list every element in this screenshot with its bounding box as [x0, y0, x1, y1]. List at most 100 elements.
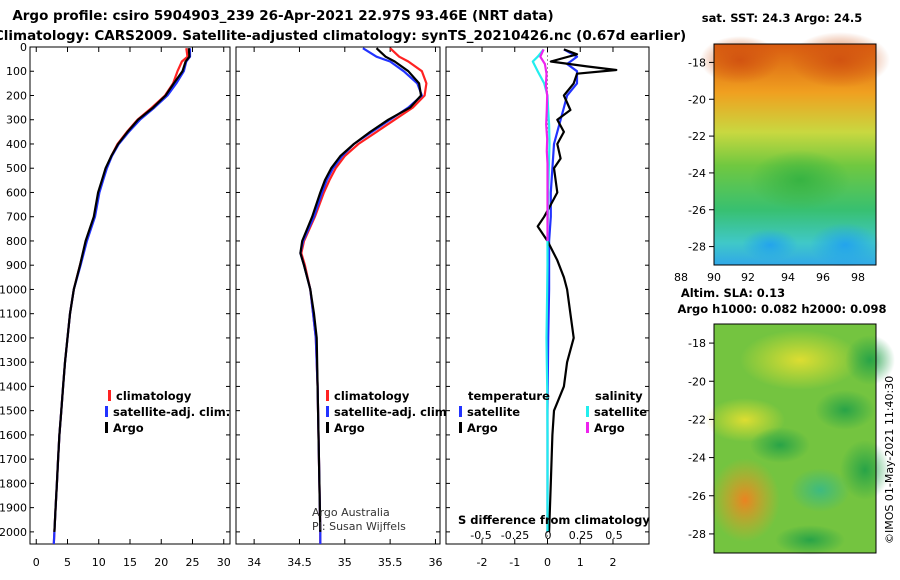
temperature-frame	[29, 46, 231, 545]
series-line-temperature-satellite	[546, 48, 579, 532]
series-line-temperature-argo	[536, 48, 618, 532]
depth-tick-label: 1100	[0, 308, 27, 321]
x-tick-label: 5	[64, 556, 71, 569]
x-tick-label: 2	[609, 556, 616, 569]
legend-swatch-argo	[105, 422, 108, 433]
x-tick-label: 15	[123, 556, 137, 569]
sst-cool-patch	[742, 229, 798, 261]
legend-swatch-sal-argo	[586, 422, 589, 433]
depth-tick-label: 2000	[0, 526, 27, 539]
depth-tick-label: 1800	[0, 477, 27, 490]
legend-swatch-argo	[326, 422, 329, 433]
sla-green-patch	[840, 440, 890, 500]
lon-tick-label: 98	[851, 271, 865, 284]
lon-tick-label: 92	[741, 271, 755, 284]
temperature-axis: 0 5 10 15 20 25 30	[30, 46, 231, 569]
lat-tick-label: -20	[688, 375, 706, 388]
figure-title-line2: Climatology: CARS2009. Satellite-adjuste…	[0, 28, 686, 44]
sst-lon-axis: 88 90 92 94 96 98	[674, 271, 865, 284]
series-line-argo	[53, 48, 191, 532]
legend-swatch-satellite-adj	[105, 406, 108, 417]
s-difference-label: S difference from climatology	[458, 513, 650, 527]
salinity-lines	[299, 47, 428, 544]
salinity-panel: 34 34.5 35 35.5 36 climatology satellite-adj…	[235, 46, 451, 569]
x-tick-label: -1	[509, 556, 520, 569]
x-tick-label: 25	[186, 556, 200, 569]
sst-map-panel: sat. SST: 24.3 Argo: 24.5 -18 -20 -22 -24 -2…	[674, 11, 890, 284]
x-tick-label: 34	[247, 556, 261, 569]
sla-cyan-patch	[790, 468, 850, 512]
depth-tick-label: 1900	[0, 502, 27, 515]
credit-line-1: Argo Australia	[312, 506, 390, 519]
figure-title-line1: Argo profile: csiro 5904903_239 26-Apr-2…	[12, 8, 553, 24]
legend-swatch-satellite-adj	[326, 406, 329, 417]
legend-label-satellite-adj: satellite-adj. clim.	[113, 405, 230, 419]
legend-label-temp-satellite: satellite	[467, 405, 520, 419]
x-tick-label: 34.5	[287, 556, 312, 569]
legend-swatch-climatology	[108, 390, 111, 401]
legend-title-temperature: temperature	[468, 389, 550, 403]
lat-tick-label: -18	[688, 337, 706, 350]
legend-title-salinity: salinity	[595, 389, 643, 403]
s-tick-label: -0.5	[470, 529, 491, 542]
x-tick-label: 36	[428, 556, 442, 569]
legend-label-sal-argo: Argo	[594, 421, 625, 435]
difference-axis: -2 -1 0 1 2	[446, 46, 649, 569]
sla-yellow-patch	[740, 330, 860, 390]
depth-tick-label: 900	[6, 259, 27, 272]
lon-tick-label: 90	[707, 271, 721, 284]
sla-map-title: Altim. SLA: 0.13	[681, 286, 785, 300]
lon-tick-label: 88	[674, 271, 688, 284]
depth-tick-label: 400	[6, 138, 27, 151]
x-tick-label: 35	[338, 556, 352, 569]
lon-tick-label: 96	[816, 271, 830, 284]
lat-tick-label: -26	[688, 204, 706, 217]
lat-tick-label: -22	[688, 413, 706, 426]
salinity-legend: climatology satellite-adj. clim. Argo	[326, 389, 451, 435]
series-line-argo	[299, 47, 423, 532]
legend-swatch-climatology	[326, 390, 329, 401]
sst-warm-patch	[790, 32, 890, 88]
sst-lat-axis: -18 -20 -22 -24 -26 -28	[688, 56, 714, 254]
credit-line-2: PI: Susan Wijffels	[312, 520, 406, 533]
sla-green-patch	[845, 335, 895, 385]
s-difference-ticks: -0.5 -0.25 0 0.25 0.5	[470, 529, 622, 542]
depth-tick-label: 1600	[0, 429, 27, 442]
s-tick-label: 0	[545, 529, 552, 542]
salinity-frame	[235, 46, 441, 545]
depth-tick-label: 300	[6, 114, 27, 127]
salinity-axis: 34 34.5 35 35.5 36	[236, 46, 442, 569]
depth-tick-label: 100	[6, 65, 27, 78]
legend-label-argo: Argo	[334, 421, 365, 435]
series-line-salinity-argo	[539, 48, 549, 241]
depth-tick-label: 1700	[0, 453, 27, 466]
depth-tick-label: 1300	[0, 356, 27, 369]
legend-label-climatology: climatology	[116, 389, 192, 403]
legend-swatch-temp-satellite	[459, 406, 462, 417]
depth-tick-label: 600	[6, 186, 27, 199]
legend-label-climatology: climatology	[334, 389, 410, 403]
sst-map-frame	[713, 43, 877, 266]
depth-tick-label: 800	[6, 235, 27, 248]
depth-tick-label: 1200	[0, 332, 27, 345]
x-tick-label: 10	[92, 556, 106, 569]
x-tick-label: 0	[544, 556, 551, 569]
lat-tick-label: -26	[688, 490, 706, 503]
x-tick-label: -2	[477, 556, 488, 569]
depth-tick-label: 700	[6, 211, 27, 224]
sla-orange-patch	[710, 458, 780, 542]
lat-tick-label: -28	[688, 528, 706, 541]
difference-lines	[531, 48, 618, 532]
sla-green-patch	[750, 427, 810, 463]
depth-tick-label: 200	[6, 89, 27, 102]
legend-swatch-sal-satellite	[586, 406, 589, 417]
s-tick-label: 0.5	[605, 529, 623, 542]
legend-label-satellite-adj: satellite-adj. clim.	[334, 405, 451, 419]
sla-map-frame	[713, 323, 877, 554]
x-tick-label: 20	[154, 556, 168, 569]
lat-tick-label: -24	[688, 452, 706, 465]
temperature-lines	[52, 48, 192, 545]
lon-tick-label: 94	[781, 271, 795, 284]
sla-map-panel: Altim. SLA: 0.13 Argo h1000: 0.082 h2000…	[677, 286, 895, 555]
difference-legend: temperature satellite Argo salinity sate…	[459, 389, 647, 435]
